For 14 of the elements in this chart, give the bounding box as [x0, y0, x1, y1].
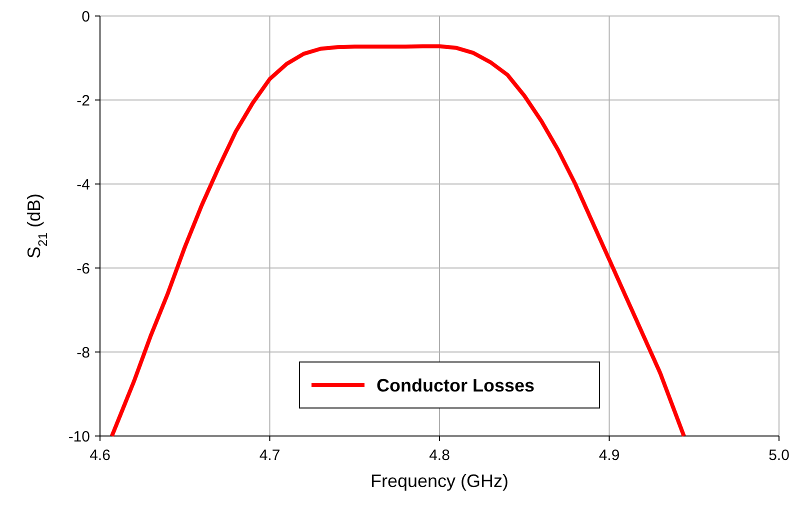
- y-tick-label: -6: [76, 260, 90, 278]
- x-tick-label: 4.9: [598, 447, 620, 464]
- y-tick-label: -8: [76, 344, 90, 362]
- x-tick-label: 4.7: [259, 447, 280, 464]
- x-tick-label: 4.8: [429, 447, 450, 464]
- y-tick-label: -10: [68, 428, 90, 446]
- legend-label: Conductor Losses: [376, 375, 535, 396]
- x-tick-label: 4.6: [90, 447, 110, 464]
- y-tick-label: 0: [82, 8, 90, 26]
- y-tick-label: -4: [76, 176, 90, 194]
- x-axis-title: Frequency (GHz): [370, 471, 509, 491]
- x-tick-label: 5.0: [768, 447, 790, 464]
- line-series: [110, 44, 686, 438]
- y-tick-label: -2: [76, 92, 90, 110]
